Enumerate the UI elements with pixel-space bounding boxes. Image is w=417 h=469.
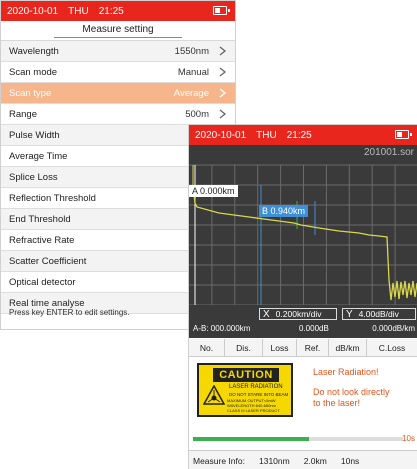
settings-row-label: End Threshold	[9, 213, 71, 225]
settings-hint: Press key ENTER to edit settings.	[9, 308, 130, 317]
settings-row[interactable]: Optical detector	[1, 272, 235, 293]
otdr-trace-screen: 2020-10-01 THU 21:25 201001.sor A 0.000k…	[188, 124, 417, 469]
caution-sub1: LASER RADIATION	[229, 384, 283, 390]
ab-loss: 0.000dB	[299, 324, 329, 333]
measure-info-label: Measure Info:	[193, 455, 245, 466]
event-column-header[interactable]: No.	[189, 339, 225, 356]
event-column-header[interactable]: dB/km	[329, 339, 367, 356]
battery-level	[397, 132, 402, 137]
progress-time: 10s	[402, 434, 415, 443]
warning-line1: Do not look directly	[313, 387, 390, 397]
caution-label: CAUTION LASER RADIATION DO NOT STARE INT…	[197, 363, 293, 417]
settings-row-label: Reflection Threshold	[9, 192, 96, 204]
measure-settings-screen: 2020-10-01 THU 21:25 Measure setting Wav…	[0, 0, 236, 330]
status-bar: 2020-10-01 THU 21:25	[1, 1, 235, 21]
measurement-progress-bar	[193, 437, 403, 441]
settings-row-label: Range	[9, 108, 37, 120]
settings-row[interactable]: Average Time	[1, 146, 235, 167]
chevron-right-icon[interactable]	[219, 46, 227, 56]
settings-row-label: Splice Loss	[9, 171, 58, 183]
x-axis-letter: X	[263, 308, 270, 320]
y-axis-letter: Y	[346, 308, 353, 320]
chevron-right-icon[interactable]	[219, 109, 227, 119]
settings-row-label: Scan type	[9, 87, 52, 99]
settings-list: Wavelength 1550nm Scan mode Manual Scan type…	[1, 41, 235, 314]
settings-row-label: Refractive Rate	[9, 234, 75, 246]
battery-icon	[213, 6, 230, 15]
settings-row-label: Wavelength	[9, 45, 59, 57]
settings-row-label: Scan mode	[9, 66, 58, 78]
status-day: THU	[68, 5, 89, 17]
laser-warning-panel: CAUTION LASER RADIATION DO NOT STARE INT…	[189, 357, 417, 435]
settings-row[interactable]: Scan type Average	[1, 83, 235, 104]
settings-row[interactable]: Wavelength 1550nm	[1, 41, 235, 62]
measure-pulse: 10ns	[340, 455, 360, 466]
settings-row-label: Real time analyse	[9, 297, 85, 309]
settings-row[interactable]: Range 500m	[1, 104, 235, 125]
event-column-header[interactable]: Ref.	[297, 339, 329, 356]
x-scale-value: 0.200km/div	[275, 309, 322, 319]
measure-wavelength: 1310nm	[258, 455, 290, 466]
measure-range: 2.0km	[303, 455, 327, 466]
settings-row-label: Scatter Coefficient	[9, 255, 87, 267]
marker-a-label[interactable]: A 0.000km	[189, 185, 238, 197]
settings-row[interactable]: Real time analyse	[1, 293, 235, 314]
warning-title: Laser Radiation!	[313, 367, 379, 377]
chevron-right-icon[interactable]	[219, 67, 227, 77]
settings-row-label: Pulse Width	[9, 129, 60, 141]
trace-line	[192, 184, 417, 301]
trace-filename: 201001.sor	[363, 147, 414, 158]
trace-plot[interactable]: 201001.sor A 0.000km B 0.940km	[189, 145, 417, 305]
caution-fine-3: CLASS III LASER PRODUCT	[227, 408, 280, 413]
event-column-header[interactable]: Loss	[263, 339, 297, 356]
settings-row-value: 500m	[185, 108, 209, 120]
settings-row-value: Average	[173, 87, 209, 99]
measure-info-bar: Measure Info: 1310nm 2.0km 10ns	[189, 450, 417, 469]
caution-fine-2: WAVELENGTH 640-660nm	[227, 403, 276, 408]
trace-svg[interactable]	[189, 145, 417, 305]
settings-row-value: 1550nm	[174, 45, 209, 57]
ab-readout: A-B: 000.000km 0.000dB 0.000dB/km	[189, 324, 417, 336]
settings-row-label: Optical detector	[9, 276, 76, 288]
status-time: 21:25	[98, 5, 124, 17]
status-date: 2020-10-01	[7, 5, 59, 17]
settings-header: Measure setting	[1, 21, 235, 41]
caution-subtitle: LASER RADIATION DO NOT STARE INTO BEAM	[229, 384, 288, 398]
ab-attenuation: 0.000dB/km	[372, 324, 415, 333]
caution-fine-print: MAXIMUM OUTPUT<5mW WAVELENGTH 640-660nm …	[227, 398, 280, 413]
status-bar: 2020-10-01 THU 21:25	[189, 125, 417, 145]
event-column-header[interactable]: Dis.	[225, 339, 263, 356]
caution-title: CAUTION	[213, 368, 279, 382]
settings-row-label: Average Time	[9, 150, 68, 162]
caution-sub2: DO NOT STARE INTO BEAM	[229, 392, 289, 397]
event-column-header[interactable]: C.Loss	[367, 339, 417, 356]
scale-bar: X 0.200km/div Y 4.00dB/div A-B: 000.000k…	[189, 305, 417, 338]
caution-fine-1: MAXIMUM OUTPUT<5mW	[227, 398, 276, 403]
ab-distance: A-B: 000.000km	[193, 324, 251, 333]
status-time: 21:25	[286, 129, 312, 141]
progress-fill	[193, 437, 309, 441]
status-date: 2020-10-01	[195, 129, 247, 141]
y-scale-value: 4.00dB/div	[358, 309, 399, 319]
chevron-right-icon[interactable]	[219, 88, 227, 98]
settings-row-value: Manual	[177, 66, 209, 78]
marker-b-label[interactable]: B 0.940km	[259, 205, 309, 217]
status-day: THU	[256, 129, 277, 141]
laser-hazard-icon	[203, 385, 225, 405]
page-title[interactable]: Measure setting	[54, 24, 182, 38]
battery-level	[215, 8, 220, 13]
x-scale-box[interactable]: X 0.200km/div	[259, 308, 337, 320]
event-table-header: No. Dis. Loss Ref. dB/km C.Loss	[189, 339, 417, 357]
battery-icon	[395, 130, 412, 139]
y-scale-box[interactable]: Y 4.00dB/div	[342, 308, 416, 320]
settings-row[interactable]: Scan mode Manual	[1, 62, 235, 83]
warning-line2: to the laser!	[313, 398, 361, 408]
